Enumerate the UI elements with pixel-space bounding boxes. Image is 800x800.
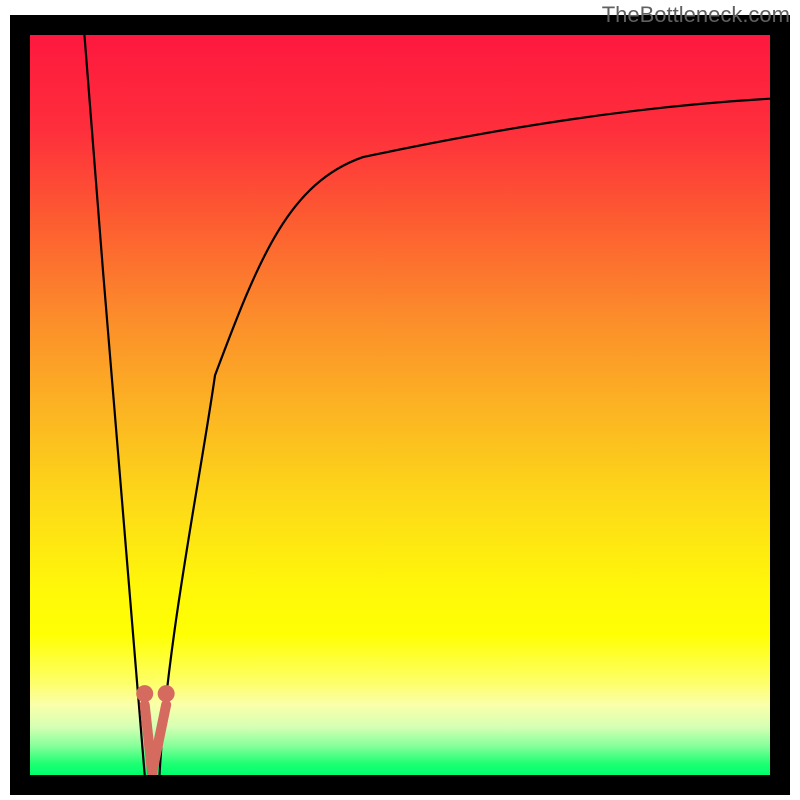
chart-container: TheBottleneck.com: [0, 0, 800, 800]
bottleneck-chart-svg: [0, 0, 800, 800]
marker-dot-left-peak: [136, 685, 153, 702]
marker-dot-base: [147, 766, 157, 776]
watermark-label: TheBottleneck.com: [602, 2, 790, 28]
gradient-background: [30, 35, 770, 775]
marker-dot-right-peak: [158, 685, 175, 702]
